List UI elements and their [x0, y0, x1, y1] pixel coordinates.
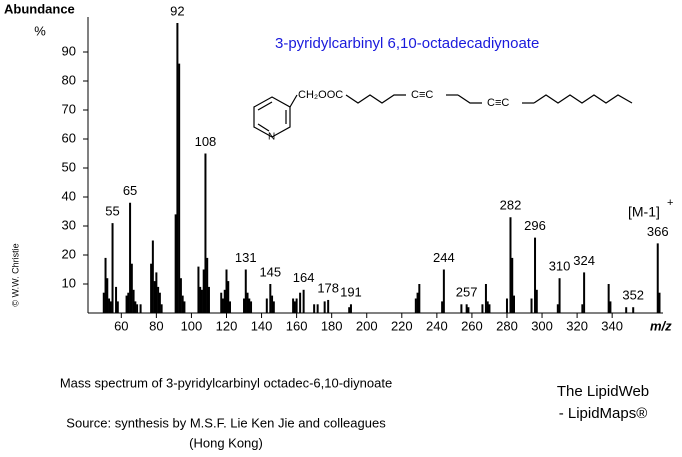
- y-label: Abundance: [4, 1, 75, 16]
- structure-ester: CH₂OOC: [298, 89, 343, 101]
- chart-title: 3-pyridylcarbinyl 6,10-octadecadiynoate: [275, 35, 539, 52]
- peak-label: 131: [235, 250, 257, 265]
- y-tick-label: 50: [62, 159, 76, 174]
- structure-triple: C≡C: [487, 97, 509, 109]
- peak-label: 65: [123, 183, 137, 198]
- structure-triple: C≡C: [411, 89, 433, 101]
- peak-label: 178: [317, 280, 339, 295]
- x-tick-label: 200: [356, 318, 378, 333]
- copyright: © W.W. Christie: [10, 243, 20, 306]
- y-tick-label: 40: [62, 188, 76, 203]
- annotation: [M-1]: [628, 204, 660, 220]
- structure-atom: N: [268, 132, 275, 143]
- peak-label: 282: [500, 198, 522, 213]
- x-tick-label: 280: [496, 318, 518, 333]
- peak-label: 92: [170, 3, 184, 18]
- peak-label: 324: [573, 253, 595, 268]
- peak-label: 55: [105, 204, 119, 219]
- x-tick-label: 300: [531, 318, 553, 333]
- peak-label: 108: [195, 134, 217, 149]
- x-tick-label: 340: [601, 318, 623, 333]
- x-tick-label: 180: [321, 318, 343, 333]
- brand: The LipidWeb: [557, 383, 649, 400]
- caption: Mass spectrum of 3-pyridylcarbinyl octad…: [60, 375, 392, 390]
- source: (Hong Kong): [189, 435, 263, 450]
- y-tick-label: 20: [62, 246, 76, 261]
- peak-label: 352: [622, 288, 644, 303]
- source: Source: synthesis by M.S.F. Lie Ken Jie …: [66, 415, 386, 430]
- peak-label: 257: [456, 285, 478, 300]
- x-tick-label: 140: [251, 318, 273, 333]
- peak-label: 366: [647, 224, 669, 239]
- y-tick-label: 10: [62, 275, 76, 290]
- y-tick-label: 30: [62, 217, 76, 232]
- x-tick-label: 100: [181, 318, 203, 333]
- peak-label: 244: [433, 250, 455, 265]
- structure: [253, 94, 633, 138]
- peak-label: 296: [524, 218, 546, 233]
- x-tick-label: 260: [461, 318, 483, 333]
- x-tick-label: 220: [391, 318, 413, 333]
- x-label: m/z: [650, 318, 672, 333]
- y-tick-label: 90: [62, 43, 76, 58]
- y-tick-label: 60: [62, 130, 76, 145]
- x-tick-label: 320: [566, 318, 588, 333]
- x-tick-label: 80: [149, 318, 163, 333]
- y-tick-label: 70: [62, 101, 76, 116]
- peak-label: 164: [293, 270, 315, 285]
- x-tick-label: 160: [286, 318, 308, 333]
- x-tick-label: 120: [216, 318, 238, 333]
- y-tick-label: 80: [62, 72, 76, 87]
- x-tick-label: 240: [426, 318, 448, 333]
- peak-label: 145: [259, 264, 281, 279]
- x-tick-label: 60: [114, 318, 128, 333]
- y-unit: %: [34, 23, 46, 38]
- annotation-sup: +: [667, 197, 673, 209]
- peak-label: 191: [340, 285, 362, 300]
- brand: - LipidMaps®: [559, 405, 648, 422]
- peak-label: 310: [549, 259, 571, 274]
